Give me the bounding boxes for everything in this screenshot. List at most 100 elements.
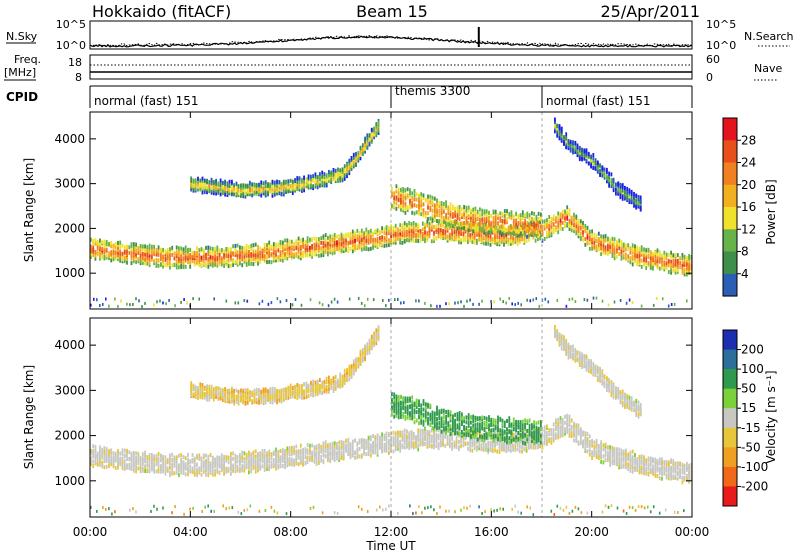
power-echo-cell [96, 251, 99, 256]
power-echo-cell [631, 247, 634, 252]
freq-label-2: [MHz] [4, 66, 36, 79]
power-echo-cell [581, 157, 583, 162]
velocity-echo-cell [518, 449, 521, 454]
velocity-echo-cell [230, 455, 232, 460]
power-echo-cell [259, 254, 262, 259]
velocity-echo-cell [379, 443, 381, 448]
power-echo-cell [141, 256, 144, 261]
velocity-echo-cell [277, 457, 280, 462]
power-echo-cell [169, 261, 171, 266]
power-echo-cell [139, 249, 142, 254]
power-echo-cell [162, 254, 164, 259]
power-echo-cell [272, 245, 275, 250]
power-echo-cell [373, 127, 375, 131]
power-clutter-cell [330, 300, 333, 304]
velocity-echo-cell [293, 463, 295, 467]
velocity-echo-cell [193, 471, 196, 475]
power-echo-cell [639, 207, 642, 212]
power-echo-cell [658, 266, 661, 271]
power-echo-cell [328, 173, 330, 178]
power-echo-cell [347, 249, 350, 253]
velocity-echo-cell [313, 445, 316, 449]
power-echo-cell [272, 249, 275, 254]
power-echo-cell [482, 222, 485, 227]
power-echo-cell [276, 183, 278, 188]
velocity-echo-cell [178, 463, 180, 468]
power-echo-cell [604, 245, 607, 250]
velocity-echo-cell [284, 449, 286, 453]
velocity-echo-cell [248, 450, 250, 455]
power-echo-cell [494, 215, 497, 219]
velocity-echo-cell [94, 457, 97, 462]
power-echo-cell [284, 256, 286, 261]
power-echo-cell [197, 179, 199, 184]
power-echo-cell [402, 203, 405, 208]
power-echo-cell [579, 226, 582, 231]
velocity-echo-cell [209, 453, 212, 457]
power-echo-cell [505, 232, 508, 237]
velocity-echo-cell [268, 464, 271, 469]
velocity-echo-cell [401, 430, 404, 435]
velocity-echo-cell [309, 443, 311, 448]
power-echo-cell [516, 224, 519, 229]
velocity-echo-cell [401, 432, 404, 437]
power-echo-cell [663, 267, 666, 272]
power-echo-cell [412, 221, 415, 225]
velocity-echo-cell [266, 451, 268, 456]
velocity-echo-cell [426, 444, 429, 449]
y-tick-label: 3000 [54, 177, 85, 191]
velocity-echo-cell [252, 453, 255, 458]
velocity-echo-cell [234, 469, 237, 474]
velocity-echo-cell [193, 468, 196, 473]
velocity-echo-cell [272, 462, 275, 467]
velocity-echo-cell [275, 453, 277, 458]
power-echo-cell [497, 216, 499, 221]
power-echo-cell [540, 224, 542, 229]
power-echo-cell [329, 234, 332, 239]
velocity-echo-cell [379, 438, 381, 443]
power-clutter-cell [267, 302, 270, 306]
velocity-echo-cell [485, 445, 487, 450]
power-echo-cell [667, 259, 670, 264]
power-echo-cell [286, 253, 289, 258]
velocity-echo-cell [94, 447, 97, 452]
power-echo-cell [470, 221, 472, 226]
power-echo-cell [293, 247, 295, 252]
velocity-echo-cell [446, 437, 449, 442]
power-echo-cell [409, 204, 411, 209]
power-echo-cell [683, 267, 686, 272]
power-echo-cell [198, 262, 201, 267]
power-echo-cell [447, 208, 450, 213]
power-echo-cell [624, 190, 626, 195]
power-echo-cell [128, 250, 131, 255]
power-echo-cell [575, 223, 578, 228]
power-echo-cell [291, 183, 294, 188]
power-echo-cell [540, 233, 542, 238]
velocity-echo-cell [356, 441, 359, 446]
velocity-echo-cell [193, 456, 196, 461]
velocity-echo-cell [252, 456, 255, 461]
power-echo-cell [647, 253, 650, 258]
power-echo-cell [376, 230, 379, 235]
power-echo-cell [640, 247, 643, 252]
power-echo-cell [638, 253, 641, 258]
velocity-echo-cell [439, 442, 442, 447]
power-echo-cell [228, 179, 231, 184]
velocity-echo-cell [381, 435, 383, 440]
power-echo-cell [252, 252, 255, 257]
power-echo-cell [620, 254, 623, 259]
power-echo-cell [430, 239, 433, 244]
velocity-echo-cell [322, 458, 325, 463]
velocity-echo-cell [254, 459, 257, 464]
power-clutter-cell [261, 299, 264, 303]
power-echo-cell [338, 244, 341, 249]
power-echo-cell [517, 221, 520, 225]
power-echo-cell [209, 250, 212, 255]
power-echo-cell [193, 253, 196, 257]
power-echo-cell [402, 200, 405, 205]
power-echo-cell [192, 183, 195, 188]
power-echo-cell [621, 188, 624, 193]
velocity-echo-cell [469, 442, 472, 447]
velocity-echo-cell [153, 462, 155, 467]
velocity-echo-cell [132, 465, 135, 470]
